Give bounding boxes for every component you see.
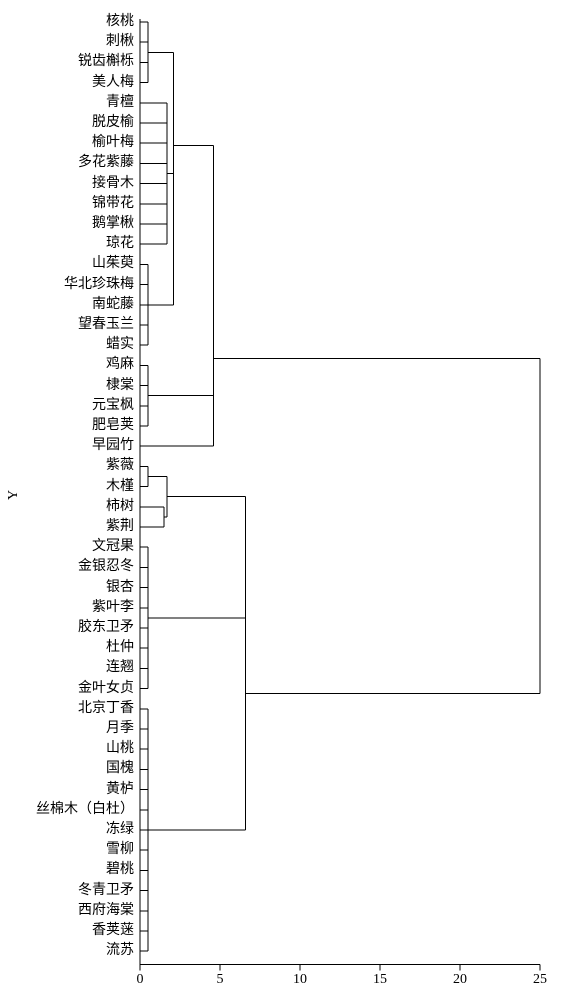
leaf-label: 国槐 [106, 762, 134, 776]
leaf-label: 木槿 [106, 480, 134, 494]
leaf-label: 柿树 [106, 500, 134, 514]
leaf-label: 西府海棠 [78, 904, 134, 918]
leaf-label: 银杏 [106, 581, 134, 595]
leaf-label: 北京丁香 [78, 702, 134, 716]
leaf-label: 紫薇 [106, 459, 134, 473]
leaf-label: 接骨木 [92, 177, 134, 191]
leaf-label: 棣棠 [106, 379, 134, 393]
leaf-label: 核桃 [106, 15, 134, 29]
leaf-label: 刺楸 [106, 35, 134, 49]
leaf-label: 蜡实 [106, 338, 134, 352]
leaf-label: 黄栌 [106, 783, 134, 797]
leaf-label: 山茱萸 [92, 257, 134, 271]
leaf-label: 华北珍珠梅 [64, 278, 134, 292]
leaf-label: 鹅掌楸 [92, 217, 134, 231]
leaf-label: 金叶女贞 [78, 682, 134, 696]
dendrogram-svg [140, 15, 542, 990]
leaf-label: 榆叶梅 [92, 136, 134, 150]
leaf-label: 元宝枫 [92, 399, 134, 413]
leaf-label: 冬青卫矛 [78, 884, 134, 898]
leaf-label: 连翘 [106, 661, 134, 675]
leaf-label: 鸡麻 [106, 358, 134, 372]
leaf-label: 多花紫藤 [78, 156, 134, 170]
y-axis-label: Y [6, 490, 22, 500]
leaf-label: 月季 [106, 722, 134, 736]
leaf-label: 脱皮榆 [92, 116, 134, 130]
leaf-label: 冻绿 [106, 823, 134, 837]
leaf-label: 肥皂荚 [92, 419, 134, 433]
leaf-label: 紫叶李 [92, 601, 134, 615]
leaf-label: 青檀 [106, 96, 134, 110]
leaf-label: 美人梅 [92, 76, 134, 90]
leaf-label: 雪柳 [106, 843, 134, 857]
leaf-label: 胶东卫矛 [78, 621, 134, 635]
leaf-label: 锐齿槲栎 [78, 55, 134, 69]
leaf-label: 锦带花 [92, 197, 134, 211]
leaf-label: 金银忍冬 [78, 560, 134, 574]
leaf-label: 流苏 [106, 944, 134, 958]
leaf-label: 香荚蒾 [92, 924, 134, 938]
leaf-label: 山桃 [106, 742, 134, 756]
leaf-label: 文冠果 [92, 540, 134, 554]
leaf-label: 琼花 [106, 237, 134, 251]
leaf-label: 紫荆 [106, 520, 134, 534]
leaf-label: 杜仲 [106, 641, 134, 655]
leaf-label: 望春玉兰 [78, 318, 134, 332]
leaf-label: 碧桃 [106, 863, 134, 877]
leaf-label: 丝棉木（白杜） [36, 803, 134, 817]
leaf-label: 南蛇藤 [92, 298, 134, 312]
leaf-label: 早园竹 [92, 439, 134, 453]
